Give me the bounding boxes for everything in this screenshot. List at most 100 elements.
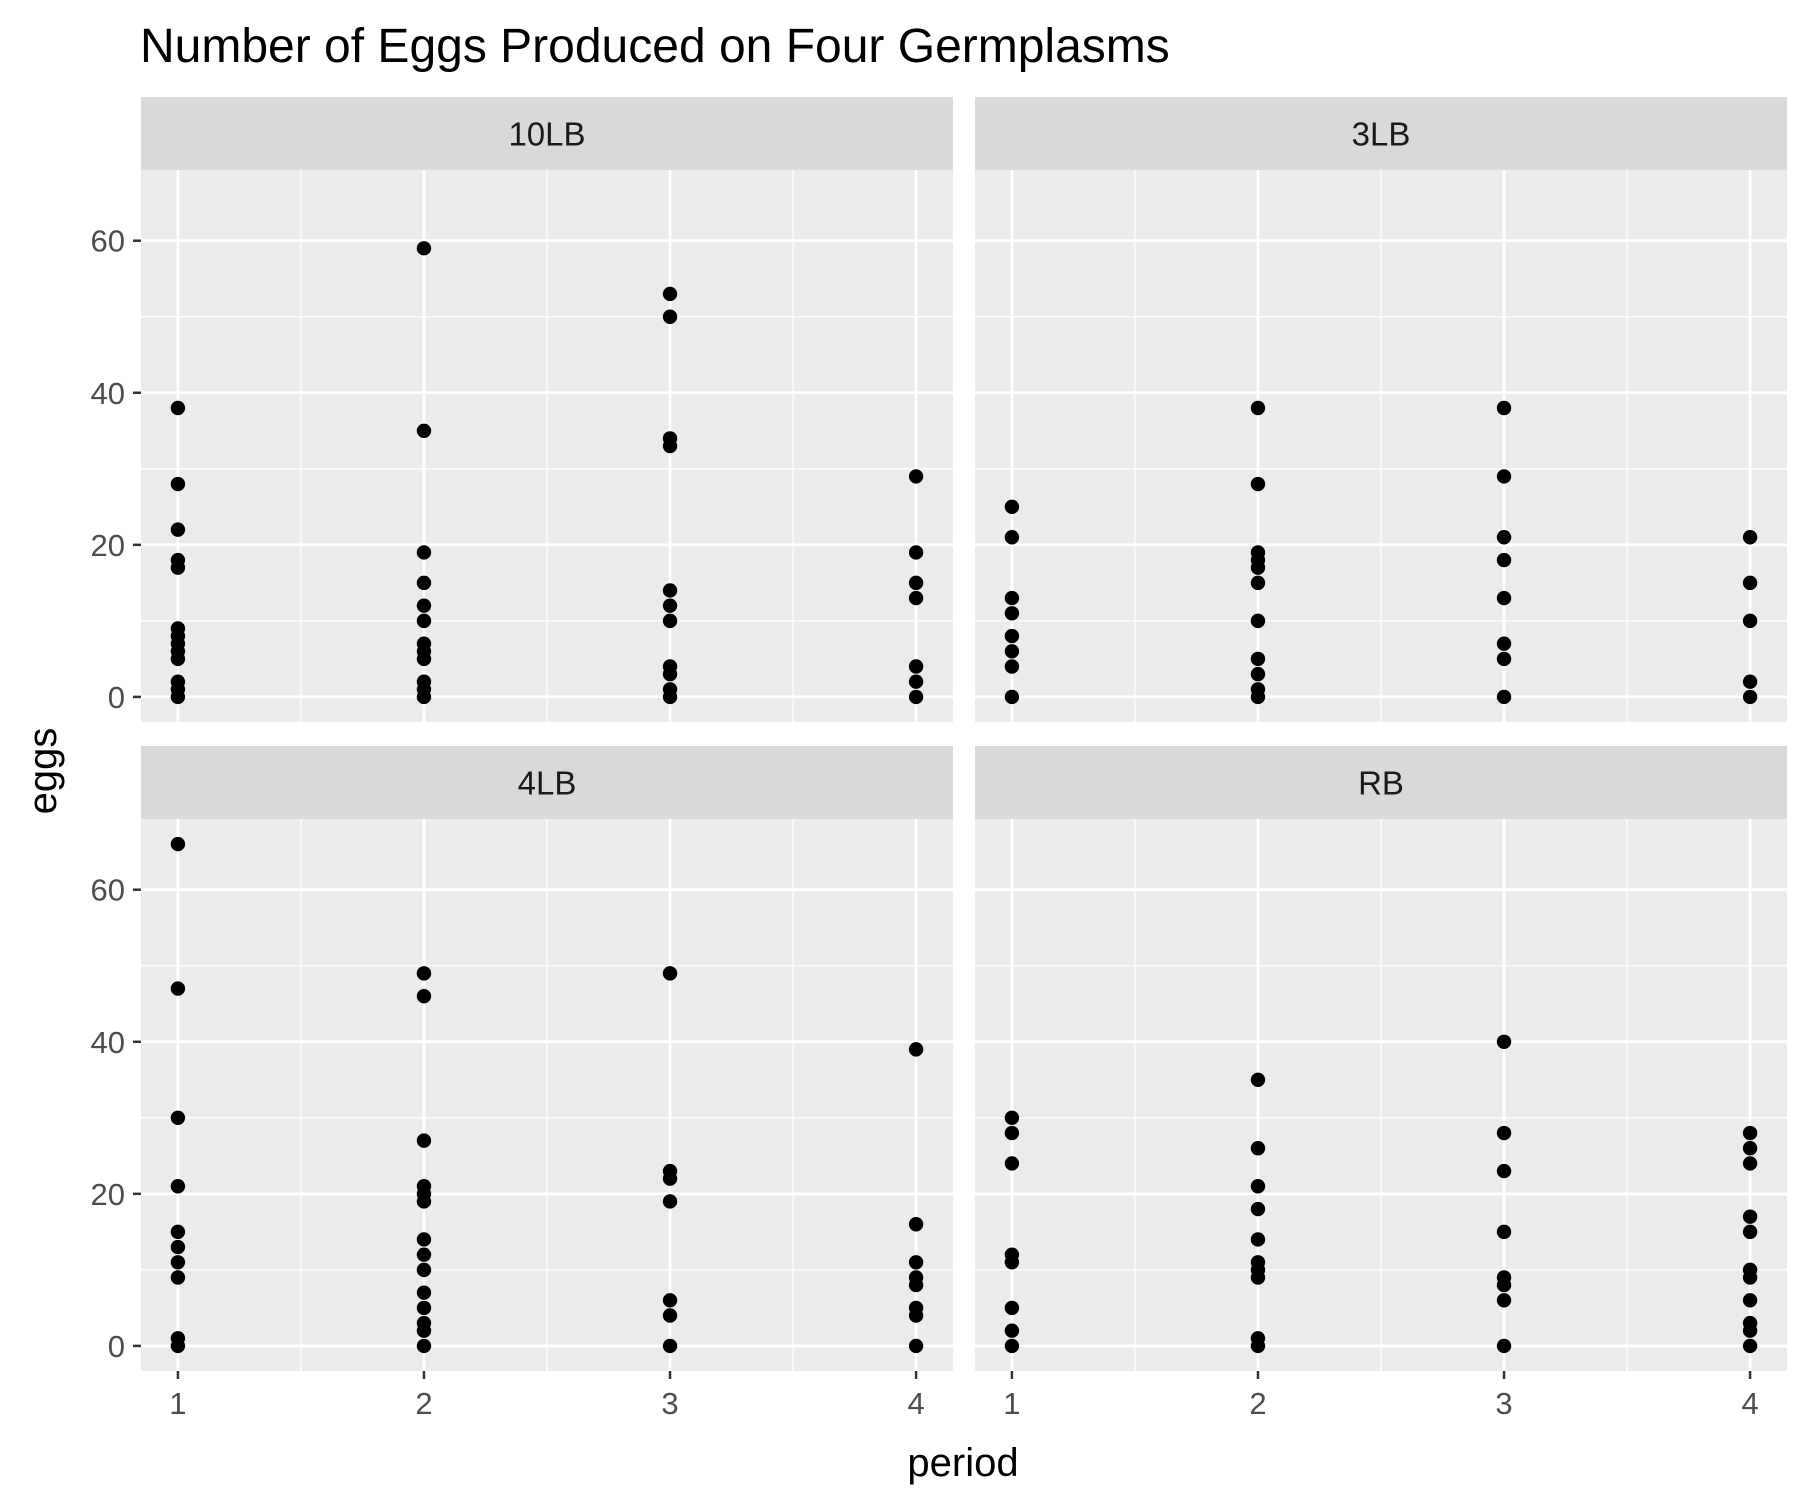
data-point bbox=[416, 545, 432, 560]
data-point bbox=[1496, 689, 1512, 705]
data-point bbox=[1250, 1232, 1266, 1247]
data-point bbox=[908, 1217, 924, 1232]
y-tick-label: 20 bbox=[91, 1177, 125, 1212]
data-point bbox=[662, 583, 678, 598]
data-point bbox=[908, 1308, 924, 1323]
data-point bbox=[170, 476, 186, 492]
data-point bbox=[1250, 651, 1266, 667]
x-tick-label: 1 bbox=[1003, 1386, 1020, 1421]
data-point bbox=[1496, 1277, 1512, 1293]
data-point bbox=[908, 590, 924, 606]
data-point bbox=[1496, 1125, 1512, 1141]
facet-panels: 10LB 3LB 4LB RB bbox=[141, 97, 1787, 1371]
data-point bbox=[908, 1277, 924, 1293]
x-tick-label: 4 bbox=[907, 1386, 924, 1421]
data-point bbox=[170, 560, 186, 575]
data-point bbox=[170, 1239, 186, 1255]
data-point bbox=[1250, 575, 1266, 591]
facet-panel-rb: RB bbox=[975, 746, 1787, 1371]
data-point bbox=[1742, 575, 1758, 591]
facet-strip-label: 3LB bbox=[1352, 116, 1411, 153]
data-point bbox=[170, 522, 186, 537]
y-tick-label: 60 bbox=[91, 224, 125, 259]
data-point bbox=[662, 309, 678, 324]
data-point bbox=[1496, 469, 1512, 484]
data-point bbox=[1496, 400, 1512, 416]
data-point bbox=[1742, 1156, 1758, 1171]
data-point bbox=[416, 241, 432, 256]
data-points bbox=[1004, 400, 1758, 705]
data-point bbox=[1004, 1156, 1020, 1171]
data-point bbox=[416, 1232, 432, 1247]
data-point bbox=[662, 438, 678, 454]
data-point bbox=[1496, 1224, 1512, 1240]
facet-strip bbox=[975, 746, 1787, 819]
data-point bbox=[416, 651, 432, 667]
x-tick-label: 2 bbox=[1249, 1386, 1266, 1421]
data-point bbox=[1004, 1323, 1020, 1338]
data-point bbox=[416, 988, 432, 1004]
data-point bbox=[170, 1224, 186, 1240]
y-tick-label: 40 bbox=[91, 1025, 125, 1060]
data-point bbox=[662, 1194, 678, 1209]
x-tick-label: 2 bbox=[415, 1386, 432, 1421]
data-point bbox=[1742, 1270, 1758, 1285]
data-point bbox=[416, 423, 432, 438]
data-point bbox=[1496, 651, 1512, 667]
y-tick-label: 60 bbox=[91, 873, 125, 908]
data-point bbox=[1742, 1293, 1758, 1308]
data-point bbox=[1496, 530, 1512, 545]
data-point bbox=[908, 659, 924, 674]
data-point bbox=[908, 575, 924, 591]
data-point bbox=[1742, 674, 1758, 689]
data-point bbox=[1742, 530, 1758, 545]
data-point bbox=[1742, 1323, 1758, 1338]
data-point bbox=[1250, 613, 1266, 629]
data-point bbox=[662, 1308, 678, 1323]
data-point bbox=[416, 1285, 432, 1300]
data-point bbox=[1742, 1141, 1758, 1156]
data-point bbox=[1250, 1338, 1266, 1354]
data-point bbox=[1250, 666, 1266, 682]
data-point bbox=[1004, 659, 1020, 674]
data-point bbox=[1004, 606, 1020, 621]
facet-strip-label: 10LB bbox=[508, 116, 585, 153]
y-tick-label: 0 bbox=[108, 680, 125, 715]
x-tick-label: 3 bbox=[1495, 1386, 1512, 1421]
data-point bbox=[170, 400, 186, 416]
data-point bbox=[662, 286, 678, 302]
facet-strip bbox=[141, 746, 953, 819]
data-points bbox=[1004, 1034, 1758, 1354]
data-points bbox=[170, 836, 924, 1354]
data-point bbox=[1496, 590, 1512, 606]
data-point bbox=[1250, 689, 1266, 705]
data-point bbox=[1004, 590, 1020, 606]
data-point bbox=[170, 1270, 186, 1285]
x-axes: 1 2 3 4 1 2 3 4 bbox=[169, 1371, 1759, 1421]
facet-strip-label: RB bbox=[1358, 765, 1404, 802]
data-point bbox=[1742, 1125, 1758, 1141]
facet-panel-4lb: 4LB bbox=[141, 746, 953, 1371]
data-point bbox=[416, 1323, 432, 1338]
y-tick-label: 20 bbox=[91, 528, 125, 563]
data-points bbox=[170, 241, 924, 705]
data-point bbox=[170, 689, 186, 705]
facet-strip-label: 4LB bbox=[518, 765, 577, 802]
data-point bbox=[1742, 1338, 1758, 1354]
data-point bbox=[1742, 613, 1758, 629]
data-point bbox=[1004, 628, 1020, 644]
data-point bbox=[170, 836, 186, 852]
data-point bbox=[170, 1255, 186, 1270]
data-point bbox=[1004, 689, 1020, 705]
data-point bbox=[1742, 1224, 1758, 1240]
data-point bbox=[1250, 560, 1266, 575]
x-axis-label: period bbox=[907, 1441, 1018, 1485]
data-point bbox=[170, 1110, 186, 1126]
data-point bbox=[1250, 400, 1266, 416]
data-point bbox=[416, 1247, 432, 1262]
data-point bbox=[416, 1338, 432, 1354]
data-point bbox=[662, 1171, 678, 1186]
data-point bbox=[908, 1338, 924, 1354]
data-point bbox=[1742, 689, 1758, 705]
